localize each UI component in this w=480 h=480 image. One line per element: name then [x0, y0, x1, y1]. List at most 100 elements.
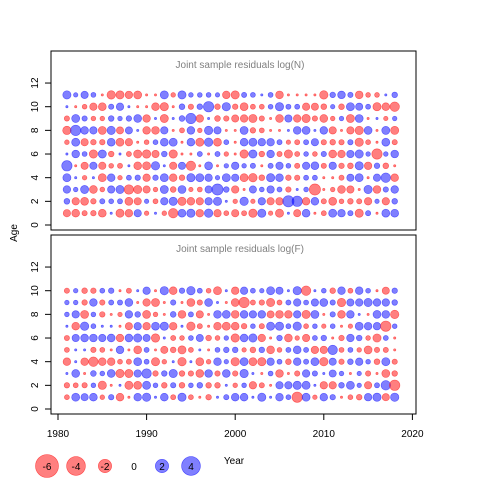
- residual-bubble: [64, 139, 70, 145]
- residual-bubble: [188, 186, 194, 193]
- residual-bubble: [171, 128, 175, 132]
- residual-bubble: [259, 288, 265, 294]
- residual-bubble: [63, 115, 70, 122]
- panel-bottom-title: Joint sample residuals log(F): [176, 244, 304, 255]
- residual-bubble: [71, 322, 80, 331]
- residual-bubble: [133, 149, 143, 159]
- residual-bubble: [151, 126, 160, 135]
- residual-bubble: [337, 286, 346, 295]
- residual-bubble: [124, 380, 134, 390]
- residual-bubble: [223, 210, 230, 216]
- residual-bubble: [380, 380, 391, 391]
- residual-bubble: [231, 209, 240, 218]
- residual-bubble: [145, 105, 149, 109]
- residual-bubble: [133, 393, 142, 402]
- residual-bubble: [64, 394, 70, 400]
- residual-bubble: [143, 347, 150, 353]
- residual-bubble: [100, 324, 104, 328]
- residual-bubble: [89, 185, 98, 194]
- residual-bubble: [231, 393, 240, 402]
- residual-bubble: [151, 357, 160, 367]
- residual-bubble: [143, 139, 150, 145]
- residual-bubble: [372, 310, 382, 319]
- residual-bubble: [187, 370, 194, 377]
- residual-bubble: [321, 323, 327, 329]
- residual-bubble: [109, 348, 113, 352]
- residual-bubble: [338, 382, 345, 389]
- residual-bubble: [285, 299, 292, 306]
- residual-bubble: [230, 321, 240, 331]
- residual-bubble: [257, 208, 267, 218]
- residual-bubble: [338, 347, 345, 353]
- residual-bubble: [81, 151, 88, 157]
- residual-bubble: [291, 391, 303, 403]
- residual-bubble: [284, 381, 293, 390]
- residual-bubble: [239, 357, 249, 367]
- residual-bubble: [73, 92, 79, 98]
- y-tick-label: 0: [30, 406, 41, 412]
- residual-bubble: [260, 372, 264, 375]
- residual-bubble: [90, 323, 97, 329]
- residual-bubble: [213, 209, 222, 218]
- residual-bubble: [223, 346, 230, 354]
- panel-top-frame: [50, 50, 417, 231]
- residual-bubble: [205, 394, 212, 401]
- residual-bubble: [381, 393, 390, 402]
- residual-bubble: [116, 126, 124, 135]
- residual-bubble: [213, 126, 222, 135]
- residual-bubble: [97, 126, 107, 135]
- residual-bubble: [275, 381, 284, 390]
- legend-bubble: [181, 456, 201, 476]
- residual-bubble: [365, 210, 372, 217]
- residual-bubble: [374, 198, 380, 204]
- residual-bubble: [152, 198, 159, 205]
- residual-bubble: [231, 173, 240, 182]
- residual-bubble: [336, 297, 347, 308]
- residual-bubble: [115, 393, 125, 402]
- residual-bubble: [293, 209, 302, 218]
- residual-bubble: [257, 197, 266, 206]
- x-tick-label: 2000: [224, 429, 247, 440]
- residual-bubble: [303, 139, 309, 146]
- residual-bubble: [319, 345, 328, 354]
- residual-bubble: [213, 286, 222, 296]
- residual-bubble: [364, 381, 373, 390]
- residual-bubble: [61, 160, 73, 172]
- residual-bubble: [328, 149, 337, 159]
- residual-bubble: [313, 383, 317, 387]
- residual-bubble: [170, 92, 176, 98]
- residual-bubble: [266, 357, 275, 366]
- residual-bubble: [258, 127, 265, 134]
- residual-bubble: [260, 93, 264, 97]
- residual-bubble: [275, 102, 284, 112]
- residual-bubble: [319, 114, 329, 123]
- residual-bubble: [186, 286, 196, 296]
- residual-bubble: [312, 323, 318, 329]
- residual-bubble: [338, 139, 345, 146]
- residual-bubble: [71, 137, 81, 147]
- residual-bubble: [250, 198, 256, 204]
- residual-bubble: [186, 137, 196, 147]
- residual-bubble: [178, 370, 186, 377]
- y-tick-label: 10: [30, 285, 41, 297]
- residual-bubble: [239, 126, 249, 135]
- residual-bubble: [380, 320, 392, 332]
- residual-bubble: [347, 210, 354, 217]
- residual-bubble: [381, 197, 390, 206]
- residual-bubble: [241, 163, 247, 169]
- residual-bubble: [373, 162, 381, 169]
- residual-bubble: [250, 299, 256, 306]
- residual-bubble: [381, 369, 391, 378]
- residual-bubble: [319, 381, 328, 390]
- y-tick-label: 6: [30, 151, 41, 157]
- residual-bubble: [152, 174, 159, 181]
- residual-bubble: [375, 128, 379, 132]
- residual-bubble: [99, 311, 106, 318]
- residual-bubble: [266, 173, 276, 183]
- residual-bubble: [74, 164, 78, 168]
- residual-bubble: [363, 322, 373, 331]
- residual-bubble: [224, 289, 228, 293]
- residual-bubble: [320, 139, 327, 146]
- residual-bubble: [340, 128, 343, 132]
- residual-bubble: [223, 394, 230, 401]
